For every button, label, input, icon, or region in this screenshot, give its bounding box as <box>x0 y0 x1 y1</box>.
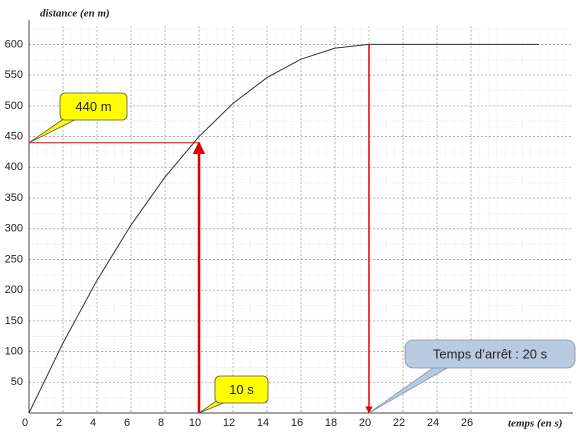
x-tick-label: 0 <box>22 417 28 429</box>
x-tick-label: 4 <box>90 417 96 429</box>
y-tick-label: 200 <box>5 284 23 296</box>
x-tick-label: 22 <box>393 417 405 429</box>
callout-box <box>214 375 269 404</box>
y-tick-label: 250 <box>5 253 23 265</box>
x-tick-label: 12 <box>223 417 235 429</box>
x-tick-label: 10 <box>189 417 201 429</box>
y-tick-label: 100 <box>5 345 23 357</box>
x-tick-label: 24 <box>427 417 439 429</box>
y-tick-label: 400 <box>5 161 23 173</box>
y-tick-label: 450 <box>5 130 23 142</box>
y-tick-label: 50 <box>11 376 23 388</box>
x-tick-label: 20 <box>359 417 371 429</box>
y-tick-label: 350 <box>5 192 23 204</box>
x-tick-label: 6 <box>124 417 130 429</box>
x-tick-label: 2 <box>56 417 62 429</box>
callout-text: 440 m <box>75 99 111 114</box>
x-axis-title: temps (en s) <box>508 418 562 430</box>
y-tick-label: 550 <box>5 69 23 81</box>
plot: 440 m 10 s Temps d’arrêt : 20 s <box>28 43 576 414</box>
y-tick-label: 150 <box>5 315 23 327</box>
x-tick-label: 26 <box>461 417 473 429</box>
y-tick-label: 300 <box>5 223 23 235</box>
x-tick-label: 8 <box>158 417 164 429</box>
y-tick-label: 500 <box>5 100 23 112</box>
x-tick-label: 18 <box>325 417 337 429</box>
y-axis-title: distance (en m) <box>40 8 110 20</box>
x-tick-label: 16 <box>291 417 303 429</box>
callout-box <box>59 92 128 121</box>
y-tick-label: 600 <box>5 38 23 50</box>
callout-text: Temps d’arrêt : 20 s <box>433 346 548 361</box>
x-tick-label: 14 <box>257 417 269 429</box>
callout-text: 10 s <box>229 382 254 397</box>
callout-box <box>404 339 576 369</box>
data-line <box>28 43 539 414</box>
